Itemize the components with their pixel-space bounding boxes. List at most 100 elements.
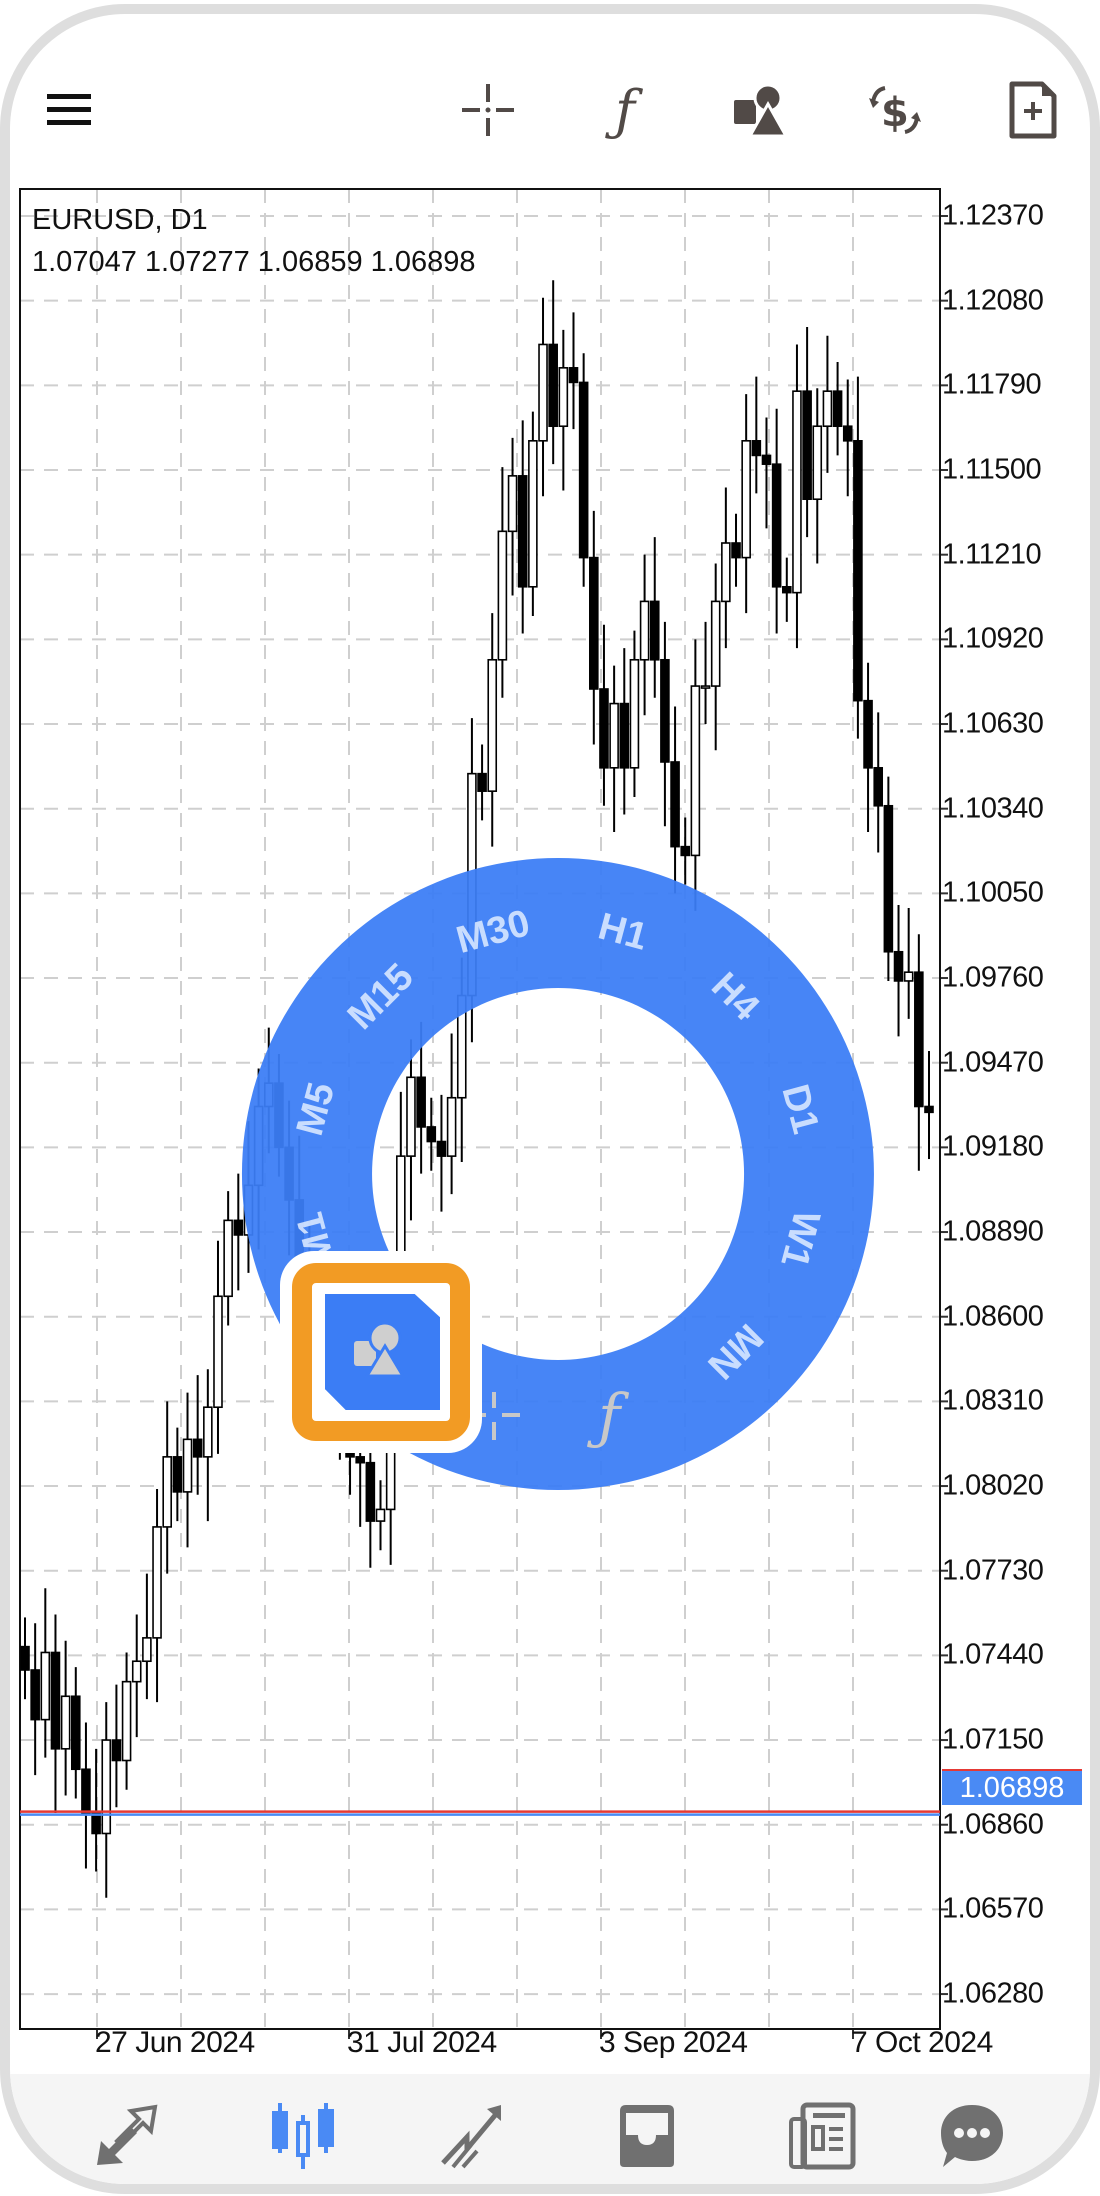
candle-bear	[924, 1105, 934, 1114]
candle-bear	[91, 1812, 101, 1835]
candle-bull	[507, 475, 518, 533]
candle-bear	[751, 440, 762, 457]
messages-icon[interactable]	[932, 2096, 1012, 2176]
candle-bull	[162, 1456, 173, 1528]
price-tick-label: 1.07440	[942, 1638, 1044, 1671]
candle-bull	[700, 685, 711, 689]
candle-bull	[223, 1219, 233, 1298]
candle-bear	[20, 1645, 30, 1671]
price-tick-label: 1.12080	[942, 284, 1044, 317]
price-tick-label: 1.08020	[942, 1469, 1044, 1502]
candle-bear	[568, 367, 579, 384]
candle-bear	[416, 1076, 426, 1128]
candle-bear	[589, 556, 599, 690]
candle-bull	[741, 440, 751, 559]
candle-bear	[731, 542, 741, 559]
wheel-crosshair-icon[interactable]	[474, 1392, 520, 1440]
candle-bull	[528, 440, 538, 588]
candle-bull	[558, 367, 569, 428]
candle-bull	[121, 1680, 132, 1762]
candle-bear	[914, 971, 924, 1108]
bottom-nav	[10, 2074, 1090, 2184]
candle-bear	[578, 381, 589, 559]
candle-bear	[649, 600, 660, 661]
price-tick-label: 1.06280	[942, 1977, 1044, 2010]
candle-bear	[70, 1695, 81, 1771]
candle-bull	[629, 658, 640, 769]
trade-dollar-icon[interactable]: $	[865, 80, 925, 140]
price-tick-label: 1.07150	[942, 1723, 1044, 1756]
candle-bear	[771, 463, 782, 588]
candle-bear	[111, 1739, 122, 1762]
candle-bull	[822, 390, 833, 428]
candle-bear	[436, 1140, 447, 1157]
chart-border	[19, 188, 941, 2030]
wheel-objects-button[interactable]	[325, 1294, 440, 1410]
candle-bear	[842, 425, 853, 442]
candle-bear	[233, 1219, 244, 1236]
news-icon[interactable]	[782, 2096, 862, 2176]
candle-bear	[365, 1461, 376, 1522]
candle-bear	[660, 658, 670, 763]
candle-bear	[781, 585, 792, 594]
candle-bear	[517, 475, 528, 588]
candle-bear	[477, 772, 487, 792]
crosshair-icon[interactable]	[458, 80, 518, 140]
candle-bear	[548, 343, 558, 428]
menu-icon[interactable]	[40, 80, 100, 140]
price-tick-label: 1.12370	[942, 199, 1044, 232]
trade-icon[interactable]	[432, 2096, 512, 2176]
candle-bull	[60, 1695, 71, 1750]
candle-bear	[680, 845, 691, 857]
candle-bear	[873, 767, 884, 807]
price-tick-label: 1.10050	[942, 876, 1044, 909]
candle-bull	[690, 685, 701, 857]
current-price-badge: 1.06898	[942, 1769, 1082, 1805]
candle-bear	[863, 699, 873, 769]
candle-bear	[670, 761, 680, 848]
candle-bear	[619, 702, 630, 769]
candle-bear	[426, 1126, 437, 1143]
chart-symbol-label: EURUSD, D1	[32, 204, 208, 236]
price-tick-label: 1.10920	[942, 622, 1044, 655]
indicator-f-icon[interactable]: ƒ	[615, 78, 635, 142]
highlight-box	[292, 1263, 470, 1441]
price-tick-label: 1.11790	[942, 368, 1042, 401]
objects-icon[interactable]	[730, 80, 790, 140]
candle-bull	[792, 390, 802, 594]
candle-bear	[893, 950, 904, 982]
price-tick-label: 1.07730	[942, 1554, 1044, 1587]
candle-bull	[903, 971, 914, 982]
candle-bull	[812, 425, 823, 501]
price-tick-label: 1.09760	[942, 961, 1044, 994]
price-tick-label: 1.10630	[942, 707, 1044, 740]
price-tick-label: 1.08600	[942, 1300, 1044, 1333]
candle-bull	[538, 343, 548, 442]
wheel-indicator-f-icon[interactable]: ƒ	[598, 1382, 621, 1452]
candle-bull	[446, 1096, 457, 1157]
candle-bull	[152, 1526, 162, 1639]
candle-bull	[710, 600, 721, 687]
candle-bear	[355, 1456, 365, 1464]
candle-bull	[131, 1660, 142, 1683]
quotes-icon[interactable]	[86, 2096, 166, 2176]
candle-bull	[609, 702, 619, 769]
date-tick-label: 27 Jun 2024	[95, 2026, 255, 2059]
candle-bull	[487, 658, 498, 792]
candle-bull	[203, 1406, 213, 1458]
candle-bear	[832, 390, 843, 428]
chart-ohlc-label: 1.07047 1.07277 1.06859 1.06898	[32, 246, 476, 278]
date-tick-label: 3 Sep 2024	[599, 2026, 748, 2059]
candle-bear	[192, 1438, 203, 1458]
new-order-icon[interactable]	[1003, 80, 1063, 140]
phone-frame: ƒ $ EURUSD, D1 1.07047 1.07277 1.06859 1…	[0, 4, 1100, 2194]
chart-icon[interactable]	[263, 2096, 343, 2176]
timeframe-wheel	[241, 858, 874, 1490]
candle-bear	[761, 454, 772, 465]
date-tick-label: 7 Oct 2024	[851, 2026, 993, 2059]
price-tick-label: 1.08890	[942, 1215, 1044, 1248]
candle-bear	[802, 390, 812, 501]
candle-bull	[182, 1438, 193, 1493]
history-icon[interactable]	[607, 2096, 687, 2176]
date-tick-label: 31 Jul 2024	[347, 2026, 497, 2059]
